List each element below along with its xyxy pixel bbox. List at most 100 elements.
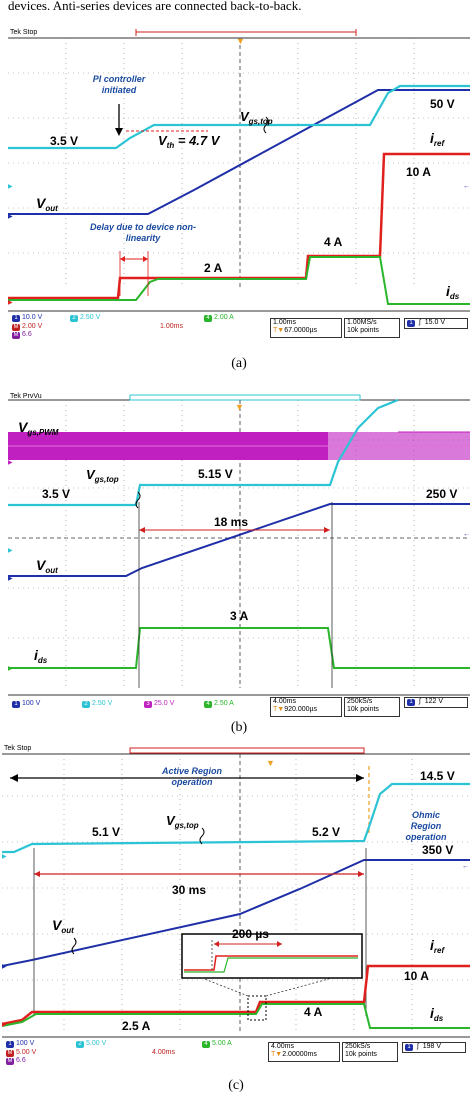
svg-text:▶: ▶ — [2, 854, 7, 860]
note-ohmic-region: Ohmic Region operation — [405, 810, 447, 842]
scope-b: ▼ ▶ ▶ ▶ ▶ ← Tek PrvVu V — [8, 392, 470, 720]
label-vout-a: Vout — [36, 195, 58, 213]
trace-vgs-top-a — [8, 84, 470, 150]
trace-iref-a — [8, 152, 470, 300]
scope-a: ▼ ▶ ▶ ▶ ← Tek — [8, 28, 470, 348]
svg-text:▶: ▶ — [8, 300, 13, 306]
note-active-region: Active Region operation — [161, 766, 222, 787]
label-2a-a: 2 A — [204, 261, 223, 275]
label-18ms: 18 ms — [214, 515, 249, 529]
scope-b-svg: ▼ ▶ ▶ ▶ ▶ ← — [8, 392, 470, 720]
trace-vout-c — [2, 859, 470, 967]
status-ch3-b: 3 25.0 V — [144, 700, 174, 708]
label-ids-b: ids — [34, 647, 48, 665]
svg-text:▶: ▶ — [8, 576, 13, 582]
caption-top: devices. Anti-series devices are connect… — [8, 0, 302, 13]
tek-status-a: Tek Stop — [10, 29, 38, 36]
status-ch2-b: 2 2.50 V — [82, 700, 112, 708]
trace-vgs-top-c — [2, 782, 470, 854]
caption-b: (b) — [230, 720, 248, 735]
svg-text:▶: ▶ — [8, 214, 13, 220]
status-rate-a: 1.00MS/s 10k points — [344, 318, 400, 338]
status-ch1-a: 1 10.0 V — [12, 314, 42, 322]
status-timebase-a: 1.00ms T▼67.0000µs — [270, 318, 342, 338]
tek-status-c: Tek Stop — [4, 745, 32, 752]
svg-text:▶: ▶ — [8, 666, 13, 672]
status-ch4-c: 4 5.00 A — [202, 1040, 232, 1048]
label-5-1v: 5.1 V — [92, 825, 121, 839]
label-4a-a: 4 A — [324, 235, 343, 249]
label-5-15v: 5.15 V — [198, 467, 233, 481]
status-ch1-c: 1 100 V — [6, 1040, 34, 1048]
label-14-5v: 14.5 V — [420, 769, 455, 783]
label-10a-a: 10 A — [406, 165, 431, 179]
scope-a-svg: ▼ ▶ ▶ ▶ ← — [8, 28, 470, 348]
label-3a: 3 A — [230, 609, 249, 623]
label-iref-a: iref — [430, 130, 445, 148]
status-ch1-b: 1 100 V — [12, 700, 40, 708]
label-vout-c: Vout — [52, 917, 74, 935]
label-vgs-pwm: Vgs,PWM — [18, 419, 59, 437]
status-rate-b: 250kS/s 10k points — [344, 697, 400, 717]
status-math1-a: M 2.00 V — [12, 323, 43, 331]
label-30ms: 30 ms — [172, 883, 207, 897]
label-50v: 50 V — [430, 97, 455, 111]
trace-vout-b — [8, 503, 470, 577]
label-200us: 200 µs — [232, 927, 269, 941]
label-5-2v: 5.2 V — [312, 825, 341, 839]
scope-c-svg: ▼ — [2, 744, 470, 1076]
status-timebase-b: 4.00ms T▼920.000µs — [270, 697, 342, 717]
label-ids-c: ids — [430, 1005, 444, 1023]
label-vout-b: Vout — [36, 557, 58, 575]
label-vgs-top-a: Vgs,top — [240, 109, 273, 126]
svg-text:▶: ▶ — [8, 184, 13, 190]
tek-status-b: Tek PrvVu — [10, 393, 42, 400]
note-pi-controller: PI controller initiated — [92, 74, 146, 95]
trace-ids-b — [8, 627, 470, 669]
svg-text:▶: ▶ — [2, 964, 7, 970]
label-4a-c: 4 A — [304, 1005, 323, 1019]
status-timebase-c: 4.00ms T▼2.00000ms — [268, 1042, 340, 1062]
svg-text:←: ← — [463, 182, 470, 190]
svg-text:▶: ▶ — [8, 460, 13, 466]
status-ch4-a: 4 2.00 A — [204, 314, 234, 322]
status-rate-c: 250kS/s 10k points — [342, 1042, 398, 1062]
label-iref-c: iref — [430, 937, 445, 955]
status-ch2-c: 2 5.00 V — [76, 1040, 106, 1048]
status-trigger-b: 1 ∫ 122 V — [404, 697, 468, 708]
label-3-5v-a: 3.5 V — [50, 134, 79, 148]
status-math1-time-c: 4.00ms — [152, 1049, 175, 1056]
caption-a: (a) — [231, 356, 247, 371]
status-ch2-a: 2 2.50 V — [70, 314, 100, 322]
svg-text:▼: ▼ — [266, 758, 275, 768]
status-math2-c: M 6.6 — [6, 1057, 26, 1065]
grid-a — [8, 38, 470, 288]
status-trigger-c: 1 ∫ 198 V — [402, 1042, 466, 1053]
status-math1-time-a: 1.00ms — [160, 323, 183, 330]
status-math2-a: M 6.6 — [12, 331, 32, 339]
note-delay: Delay due to device non-linearity — [89, 222, 197, 243]
status-math1-c: M 5.00 V — [6, 1049, 37, 1057]
label-10a-c: 10 A — [404, 969, 429, 983]
label-vth: Vth = 4.7 V — [158, 133, 220, 150]
scope-c: ▼ — [2, 744, 470, 1076]
label-2-5a: 2.5 A — [122, 1019, 151, 1033]
svg-text:▼: ▼ — [236, 36, 245, 46]
svg-text:←: ← — [462, 862, 469, 870]
trace-iref-c — [2, 964, 470, 1026]
svg-text:▶: ▶ — [2, 1022, 7, 1028]
label-250v: 250 V — [426, 487, 458, 501]
label-vgs-top-c: Vgs,top — [166, 813, 199, 830]
label-ids-a: ids — [446, 283, 460, 301]
svg-text:▼: ▼ — [235, 402, 244, 412]
label-3-5v-b: 3.5 V — [42, 487, 71, 501]
status-trigger-a: 1 ∫ 15.0 V — [404, 318, 468, 329]
svg-text:▶: ▶ — [8, 548, 13, 554]
trace-ids-c — [2, 1003, 470, 1029]
svg-text:←: ← — [463, 530, 470, 538]
label-vgs-top-b: Vgs,top — [86, 467, 119, 484]
caption-c: (c) — [228, 1078, 244, 1093]
status-ch4-b: 4 2.50 A — [204, 700, 234, 708]
label-350v: 350 V — [422, 843, 454, 857]
trace-ids-a — [8, 256, 470, 305]
